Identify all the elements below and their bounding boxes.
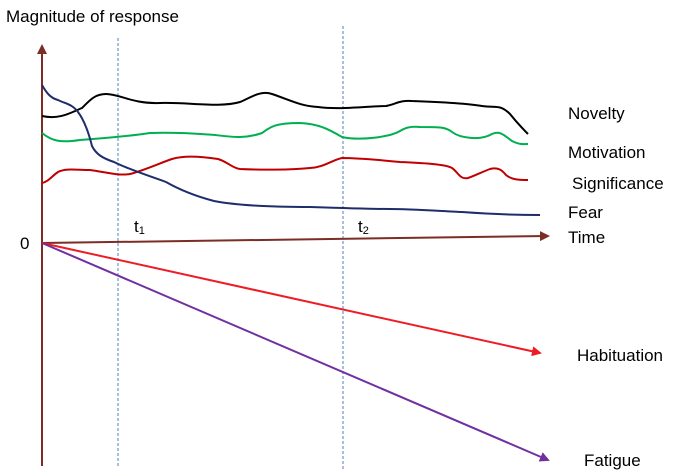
motivation-curve bbox=[41, 121, 529, 146]
fatigue-line bbox=[41, 242, 550, 462]
fatigue-label: Fatigue bbox=[584, 451, 641, 470]
t2-label: t2 bbox=[358, 217, 369, 237]
t1-label: t1 bbox=[134, 217, 145, 237]
fear-label: Fear bbox=[568, 203, 603, 222]
fear-curve bbox=[41, 84, 541, 216]
habituation-label: Habituation bbox=[577, 346, 663, 365]
x-axis-label: Time bbox=[568, 228, 605, 247]
significance-label: Significance bbox=[572, 174, 664, 193]
motivation-label: Motivation bbox=[568, 143, 645, 162]
x-axis bbox=[41, 231, 550, 244]
significance-curve bbox=[41, 155, 529, 184]
habituation-line bbox=[41, 242, 542, 357]
novelty-curve bbox=[41, 92, 529, 135]
novelty-label: Novelty bbox=[568, 104, 625, 123]
origin-label: 0 bbox=[20, 234, 29, 253]
y-axis-label: Magnitude of response bbox=[6, 7, 179, 26]
